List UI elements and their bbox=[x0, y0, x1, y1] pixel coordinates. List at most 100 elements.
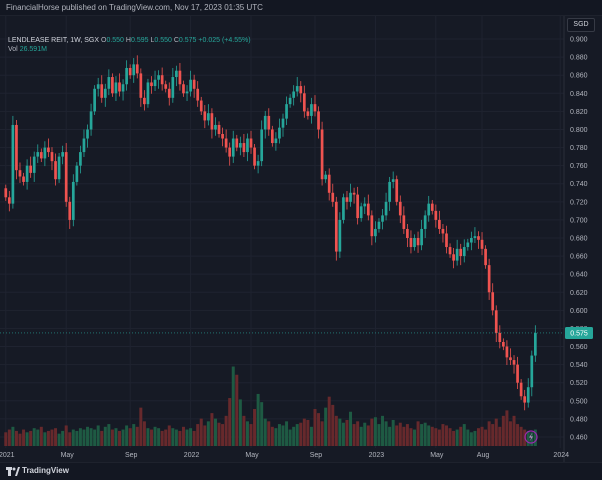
candle bbox=[295, 77, 299, 97]
candle-body bbox=[384, 201, 388, 216]
candle-body bbox=[505, 346, 509, 358]
candle bbox=[111, 73, 114, 97]
candle-body bbox=[416, 238, 420, 246]
candle-body bbox=[175, 70, 178, 78]
volume-bar bbox=[452, 430, 456, 446]
candle-body bbox=[470, 238, 473, 243]
candle bbox=[139, 68, 143, 107]
candle bbox=[324, 171, 328, 183]
candle bbox=[185, 85, 189, 101]
time-axis[interactable]: 2021 May Sep 2022 May Sep 2023 May Aug 2024 bbox=[0, 452, 569, 459]
volume-bar bbox=[157, 428, 161, 446]
candle bbox=[320, 121, 324, 186]
candle bbox=[274, 132, 278, 151]
publish-header: FinancialHorse published on TradingView.… bbox=[0, 0, 602, 16]
candle-body bbox=[86, 129, 89, 139]
candle-body bbox=[15, 124, 18, 171]
price-tick-label: 0.520 bbox=[570, 380, 588, 387]
candle bbox=[459, 243, 463, 266]
candle bbox=[402, 206, 406, 234]
volume-bar bbox=[427, 425, 431, 446]
candle bbox=[61, 145, 64, 165]
volume-bar bbox=[334, 415, 338, 446]
volume-bar bbox=[103, 426, 107, 446]
volume-bar bbox=[135, 426, 139, 446]
volume-bar bbox=[43, 432, 47, 446]
alert-icon[interactable] bbox=[524, 430, 538, 444]
candle-body bbox=[64, 152, 68, 202]
candle-body bbox=[246, 138, 249, 153]
candle-body bbox=[96, 84, 100, 89]
candle bbox=[182, 80, 185, 97]
candle-body bbox=[36, 152, 40, 157]
volume-bar bbox=[256, 393, 260, 446]
candle bbox=[299, 81, 303, 103]
volume-bar bbox=[516, 424, 520, 446]
volume-bar bbox=[78, 428, 82, 446]
candle-body bbox=[331, 192, 335, 202]
candle-body bbox=[242, 143, 246, 153]
volume-value: 26.591M bbox=[19, 46, 47, 53]
candle-body bbox=[533, 332, 537, 356]
candle-body bbox=[18, 170, 22, 177]
price-tick-label: 0.740 bbox=[570, 181, 588, 188]
candle-body bbox=[310, 104, 313, 116]
candle-body bbox=[324, 174, 328, 180]
candle-body bbox=[502, 342, 505, 347]
price-tick-label: 0.620 bbox=[570, 290, 588, 297]
volume-bar bbox=[373, 417, 377, 446]
price-axis[interactable]: 0.900 0.880 0.860 0.840 0.820 0.800 0.780 0.760… bbox=[570, 37, 588, 442]
candle-body bbox=[93, 88, 96, 112]
candle-body bbox=[487, 265, 491, 293]
candle bbox=[22, 172, 25, 186]
candle bbox=[203, 105, 207, 129]
candle bbox=[377, 218, 381, 233]
candle-body bbox=[207, 113, 210, 121]
candle bbox=[434, 204, 438, 228]
volume-bar bbox=[448, 428, 452, 446]
candle bbox=[207, 104, 210, 126]
volume-bar bbox=[206, 421, 210, 446]
candle-body bbox=[313, 104, 317, 112]
candle bbox=[466, 238, 470, 251]
low-label: L bbox=[150, 37, 155, 44]
candle-body bbox=[388, 181, 391, 202]
volume-bar bbox=[54, 428, 58, 446]
volume-bar bbox=[281, 425, 285, 446]
volume-bar bbox=[430, 426, 434, 446]
candle bbox=[491, 283, 495, 316]
volume-bar bbox=[11, 426, 15, 446]
volume-bar bbox=[317, 413, 321, 446]
candle-body bbox=[530, 355, 534, 388]
volume-bar bbox=[213, 418, 217, 446]
candle bbox=[75, 162, 79, 186]
price-tick-label: 0.600 bbox=[570, 308, 588, 315]
price-chart[interactable]: 0.900 0.880 0.860 0.840 0.820 0.800 0.780 0.760… bbox=[0, 16, 602, 462]
candle-body bbox=[349, 192, 352, 202]
candle-body bbox=[345, 197, 349, 202]
candle bbox=[509, 348, 512, 366]
candle bbox=[502, 338, 505, 351]
price-tick-label: 0.540 bbox=[570, 362, 588, 369]
volume-bar bbox=[462, 424, 466, 446]
candle-body bbox=[516, 364, 519, 383]
currency-button[interactable]: SGD bbox=[567, 18, 595, 32]
candle-body bbox=[462, 247, 466, 257]
candle bbox=[270, 125, 274, 147]
volume-bar bbox=[277, 424, 281, 446]
candle bbox=[498, 325, 502, 349]
price-tick-label: 0.500 bbox=[570, 398, 588, 405]
candle bbox=[494, 305, 498, 342]
candle bbox=[103, 83, 107, 107]
volume-bar bbox=[466, 429, 470, 446]
volume-bar bbox=[512, 415, 516, 446]
candle-body bbox=[82, 138, 86, 153]
volume-bar bbox=[142, 421, 146, 446]
currency-label: SGD bbox=[573, 21, 589, 28]
chart-frame[interactable]: 0.900 0.880 0.860 0.840 0.820 0.800 0.780 0.760… bbox=[0, 16, 602, 462]
candle bbox=[132, 58, 136, 83]
volume-bar bbox=[189, 428, 193, 446]
candle-body bbox=[281, 118, 285, 128]
volume-bar bbox=[356, 421, 360, 446]
candle bbox=[217, 121, 221, 138]
